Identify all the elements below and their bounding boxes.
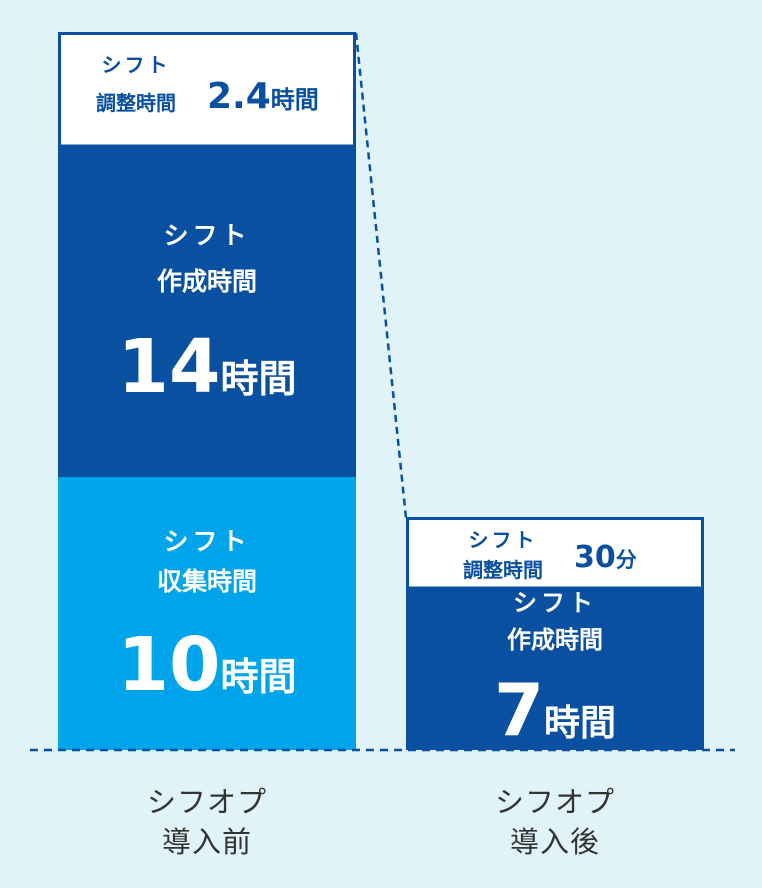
bar-create-after bbox=[406, 588, 704, 750]
bar-adjust-after bbox=[406, 517, 704, 590]
value-create-before-unit: 時間 bbox=[220, 357, 296, 401]
label-bottom-adjust-after: 調整時間 bbox=[463, 558, 543, 582]
value-adjust-before: 2.4時間 bbox=[207, 76, 319, 117]
category-label-after-1: シフオプ bbox=[495, 785, 615, 819]
connector-dashed-line bbox=[354, 32, 408, 519]
category-label-after-2: 導入後 bbox=[510, 825, 600, 859]
value-adjust-after-unit: 分 bbox=[616, 548, 637, 572]
category-label-before-2: 導入前 bbox=[162, 825, 252, 859]
category-label-before-1: シフオプ bbox=[147, 785, 267, 819]
value-collect-before-number: 10 bbox=[118, 622, 221, 708]
label-bottom-create-after: 作成時間 bbox=[507, 626, 603, 654]
value-collect-before-unit: 時間 bbox=[220, 655, 296, 699]
bar-adjust-before bbox=[58, 32, 356, 148]
bar-create-before bbox=[58, 146, 356, 477]
value-adjust-before-number: 2.4 bbox=[207, 76, 271, 117]
value-create-after-number: 7 bbox=[494, 668, 544, 752]
value-create-before-number: 14 bbox=[118, 324, 221, 410]
label-bottom-adjust-before: 調整時間 bbox=[96, 91, 176, 115]
value-adjust-after: 30分 bbox=[574, 540, 637, 575]
label-bottom-collect-before: 収集時間 bbox=[157, 567, 257, 596]
label-bottom-create-before: 作成時間 bbox=[157, 267, 257, 296]
label-top-collect-before: シフト bbox=[163, 527, 250, 556]
value-create-before: 14時間 bbox=[118, 324, 297, 410]
value-create-after-unit: 時間 bbox=[544, 703, 616, 744]
value-adjust-after-number: 30 bbox=[574, 540, 616, 575]
value-collect-before: 10時間 bbox=[118, 622, 297, 708]
value-create-after: 7時間 bbox=[494, 668, 616, 752]
bar-collect-before bbox=[58, 477, 356, 750]
value-adjust-before-unit: 時間 bbox=[271, 86, 319, 114]
label-top-adjust-after: シフト bbox=[469, 528, 538, 552]
label-top-create-before: シフト bbox=[163, 221, 250, 250]
label-top-create-after: シフト bbox=[513, 589, 597, 617]
label-top-adjust-before: シフト bbox=[102, 53, 171, 77]
